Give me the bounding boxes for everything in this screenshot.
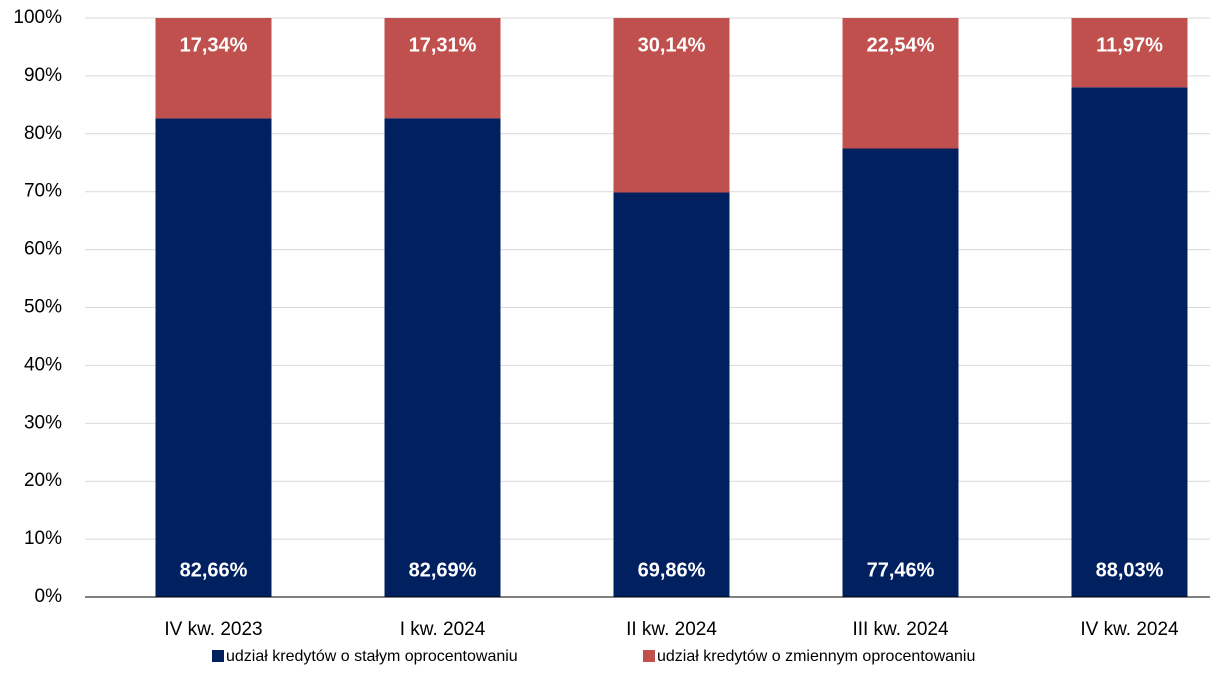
x-tick-label: II kw. 2024 (626, 619, 717, 640)
bar-segment (613, 18, 730, 193)
value-label: 77,46% (867, 559, 935, 581)
legend-label: udział kredytów o zmiennym oprocentowani… (657, 648, 975, 665)
value-label: 30,14% (638, 34, 706, 56)
bar-segment (155, 18, 272, 119)
value-label: 11,97% (1096, 34, 1163, 56)
x-tick-label: IV kw. 2024 (1080, 619, 1179, 640)
bar-segment (842, 18, 959, 149)
value-label: 82,66% (180, 559, 248, 581)
y-tick-label: 30% (24, 412, 62, 433)
value-label: 17,31% (409, 34, 477, 56)
bar-segment (1071, 18, 1188, 88)
bar-segment (842, 148, 959, 598)
value-label: 17,34% (180, 34, 248, 56)
y-tick-label: 90% (24, 65, 62, 86)
y-tick-label: 60% (24, 239, 62, 260)
bar-segment (384, 18, 501, 119)
value-label: 69,86% (638, 559, 706, 581)
y-tick-label: 10% (24, 528, 62, 549)
value-label: 22,54% (867, 34, 935, 56)
x-tick-label: IV kw. 2023 (164, 619, 262, 640)
value-label: 82,69% (409, 559, 477, 581)
legend-swatch (212, 650, 224, 662)
value-label: 88,03% (1096, 559, 1164, 581)
y-tick-label: 100% (13, 7, 62, 28)
legend-swatch (643, 650, 655, 662)
y-tick-label: 50% (24, 297, 62, 318)
x-tick-label: I kw. 2024 (400, 619, 486, 640)
bar-segment (384, 118, 501, 597)
legend-label: udział kredytów o stałym oprocentowaniu (226, 648, 518, 665)
y-tick-label: 80% (24, 123, 62, 144)
bar-segment (155, 118, 272, 598)
y-tick-label: 20% (24, 470, 62, 491)
y-tick-label: 40% (24, 354, 62, 375)
y-tick-label: 70% (24, 181, 62, 202)
x-tick-label: III kw. 2024 (852, 619, 949, 640)
bar-segment (613, 192, 730, 597)
bar-segment (1071, 87, 1188, 597)
y-tick-label: 0% (35, 586, 63, 607)
